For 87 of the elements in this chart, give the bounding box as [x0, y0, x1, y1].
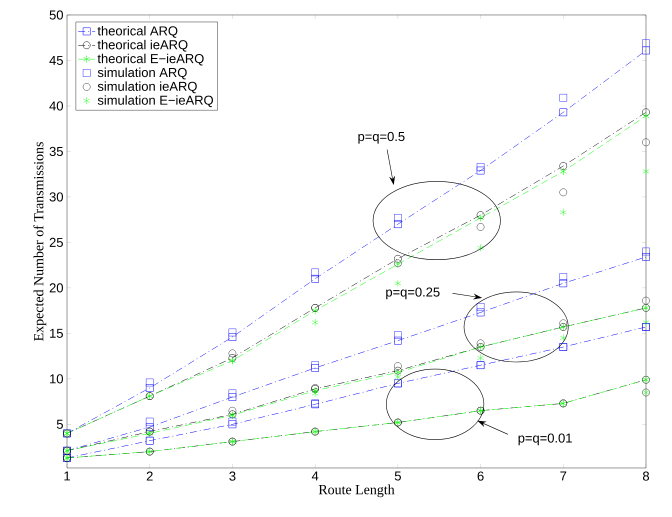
point: [228, 354, 236, 362]
point: [476, 308, 484, 316]
point: [642, 296, 650, 304]
x-axis-title: Route Length: [318, 484, 394, 498]
legend-label: theorical ARQ: [98, 26, 178, 38]
point: [311, 274, 319, 283]
point: [394, 280, 402, 288]
point: [146, 378, 154, 386]
point: [394, 362, 402, 370]
point: [477, 354, 484, 362]
point: [559, 162, 568, 170]
point: [642, 248, 650, 256]
point: [642, 112, 650, 120]
point: [228, 333, 236, 341]
x-tick-label: 2: [146, 472, 153, 481]
point: [312, 318, 318, 326]
x-tick-label: 3: [229, 472, 236, 481]
point: [559, 94, 568, 102]
y-tick-label: 25: [50, 238, 63, 247]
legend-label: simulation ieARQ: [98, 81, 197, 94]
point: [394, 373, 402, 381]
x-tick-label: 1: [64, 472, 70, 480]
x-tick-label: 8: [642, 472, 650, 481]
point: [642, 168, 650, 176]
point: [476, 166, 484, 174]
annotation: p=q=0.5: [358, 132, 405, 144]
point: [228, 328, 236, 336]
point: [228, 418, 236, 426]
annotation: p=q=0.01: [518, 433, 572, 446]
point: [228, 390, 236, 398]
point: [476, 163, 484, 171]
point: [560, 168, 567, 176]
annotation: p=q=0.25: [386, 287, 440, 300]
point: [559, 108, 568, 116]
point: [642, 318, 650, 326]
y-tick-label: 20: [50, 283, 63, 292]
point: [476, 340, 484, 348]
point: [311, 364, 319, 372]
point: [477, 244, 484, 252]
point: [477, 214, 484, 222]
point: [642, 46, 650, 54]
point: [394, 214, 402, 222]
point: [642, 138, 650, 146]
y-tick-label: 40: [49, 101, 63, 111]
x-tick-label: 6: [478, 472, 484, 481]
point: [476, 223, 484, 231]
x-tick-label: 7: [560, 472, 566, 480]
point: [559, 279, 568, 288]
x-tick-label: 4: [312, 472, 318, 480]
y-axis-title: Expected Number of Transmissions: [33, 142, 46, 341]
point: [228, 420, 236, 428]
point: [311, 361, 319, 369]
point: [312, 306, 319, 314]
point: [476, 211, 484, 219]
point: [560, 334, 567, 342]
point: [228, 393, 236, 401]
point: [228, 406, 236, 414]
point: [394, 254, 402, 263]
y-tick-label: 15: [50, 328, 63, 338]
point: [312, 390, 318, 398]
legend-label: theorical ieARQ: [98, 40, 188, 52]
point: [559, 273, 568, 281]
point: [394, 331, 402, 339]
point: [146, 384, 154, 392]
point: [146, 418, 154, 426]
point: [642, 253, 650, 261]
legend-label: simulation E−ieARQ: [98, 95, 213, 108]
point: [476, 303, 484, 311]
point: [394, 336, 402, 344]
legend-label: theorical E−ieARQ: [98, 54, 204, 66]
y-tick-label: 30: [50, 192, 63, 202]
point: [560, 208, 567, 216]
point: [642, 39, 650, 47]
y-tick-label: 45: [49, 56, 63, 65]
point: [559, 320, 568, 328]
legend-label: simulation ARQ: [98, 68, 187, 80]
point: [311, 268, 319, 276]
y-tick-label: 10: [50, 374, 63, 384]
x-tick-label: 5: [394, 472, 401, 481]
point: [146, 423, 154, 431]
point: [394, 220, 402, 228]
point: [642, 108, 650, 116]
point: [228, 350, 236, 358]
point: [559, 188, 568, 196]
y-tick-label: 5: [56, 420, 63, 429]
y-tick-label: 50: [50, 10, 63, 20]
y-tick-label: 35: [50, 146, 63, 156]
